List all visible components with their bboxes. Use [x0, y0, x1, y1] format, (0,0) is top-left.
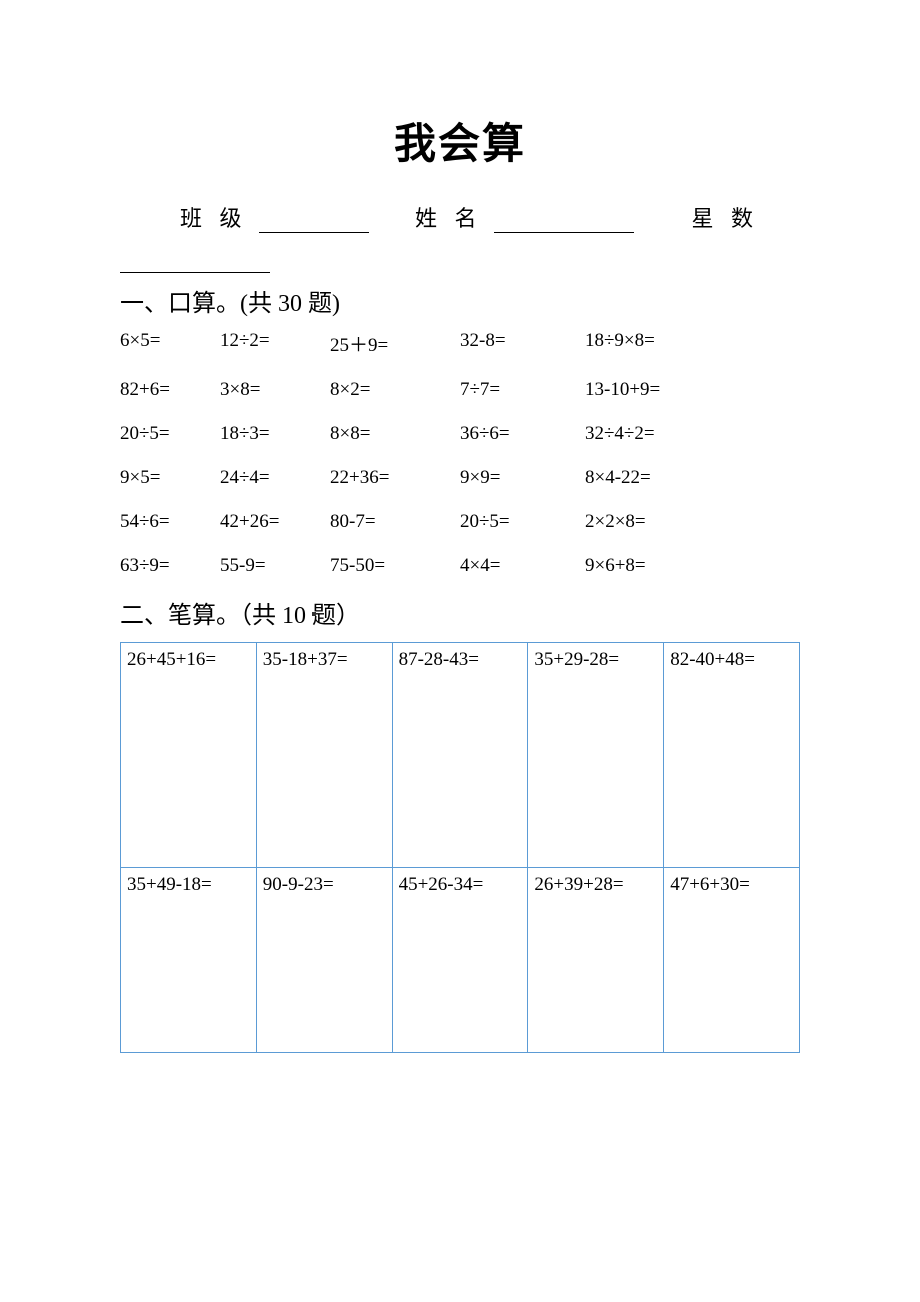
mental-item: 24÷4= — [220, 467, 330, 489]
mental-item: 18÷3= — [220, 423, 330, 445]
name-label: 姓 名 — [415, 206, 483, 231]
page-title: 我会算 — [120, 110, 800, 171]
mental-item: 80-7= — [330, 511, 460, 533]
mental-item: 63÷9= — [120, 555, 220, 577]
mental-item: 8×8= — [330, 423, 460, 445]
mental-item: 12÷2= — [220, 330, 330, 357]
mental-item: 9×5= — [120, 467, 220, 489]
class-blank[interactable] — [259, 211, 369, 233]
mental-item: 7÷7= — [460, 379, 585, 401]
mental-item: 36÷6= — [460, 423, 585, 445]
mental-item: 6×5= — [120, 330, 220, 357]
mental-item: 25＋9= — [330, 330, 460, 357]
written-cell: 26+39+28= — [528, 868, 664, 1053]
mental-item: 32÷4÷2= — [585, 423, 735, 445]
name-blank[interactable] — [494, 211, 634, 233]
mental-item: 22+36= — [330, 467, 460, 489]
mental-item: 82+6= — [120, 379, 220, 401]
header-info: 班 级 姓 名 星 数 — [120, 201, 800, 233]
stars-blank[interactable] — [120, 251, 270, 273]
mental-item: 55-9= — [220, 555, 330, 577]
mental-item: 20÷5= — [460, 511, 585, 533]
mental-item: 2×2×8= — [585, 511, 735, 533]
written-cell: 35-18+37= — [256, 643, 392, 868]
mental-item: 20÷5= — [120, 423, 220, 445]
mental-item: 18÷9×8= — [585, 330, 735, 357]
section1-title: 一、口算。(共 30 题) — [120, 283, 800, 318]
stars-label: 星 数 — [692, 206, 760, 231]
mental-math-grid: 6×5= 12÷2= 25＋9= 32-8= 18÷9×8= 82+6= 3×8… — [120, 330, 800, 577]
mental-item: 8×4-22= — [585, 467, 735, 489]
mental-item: 42+26= — [220, 511, 330, 533]
written-cell: 87-28-43= — [392, 643, 528, 868]
mental-item: 54÷6= — [120, 511, 220, 533]
written-cell: 82-40+48= — [664, 643, 800, 868]
mental-item: 75-50= — [330, 555, 460, 577]
written-cell: 35+49-18= — [121, 868, 257, 1053]
class-label: 班 级 — [180, 206, 248, 231]
mental-item: 13-10+9= — [585, 379, 735, 401]
mental-item: 9×6+8= — [585, 555, 735, 577]
written-cell: 26+45+16= — [121, 643, 257, 868]
mental-item: 3×8= — [220, 379, 330, 401]
written-math-table: 26+45+16= 35-18+37= 87-28-43= 35+29-28= … — [120, 642, 800, 1053]
mental-item: 4×4= — [460, 555, 585, 577]
written-cell: 35+29-28= — [528, 643, 664, 868]
mental-item: 8×2= — [330, 379, 460, 401]
section2-title: 二、笔算。（共 10 题） — [120, 595, 800, 630]
table-row: 35+49-18= 90-9-23= 45+26-34= 26+39+28= 4… — [121, 868, 800, 1053]
mental-item: 32-8= — [460, 330, 585, 357]
written-cell: 45+26-34= — [392, 868, 528, 1053]
written-cell: 47+6+30= — [664, 868, 800, 1053]
mental-item: 9×9= — [460, 467, 585, 489]
table-row: 26+45+16= 35-18+37= 87-28-43= 35+29-28= … — [121, 643, 800, 868]
decorative-dot — [312, 612, 316, 616]
written-cell: 90-9-23= — [256, 868, 392, 1053]
